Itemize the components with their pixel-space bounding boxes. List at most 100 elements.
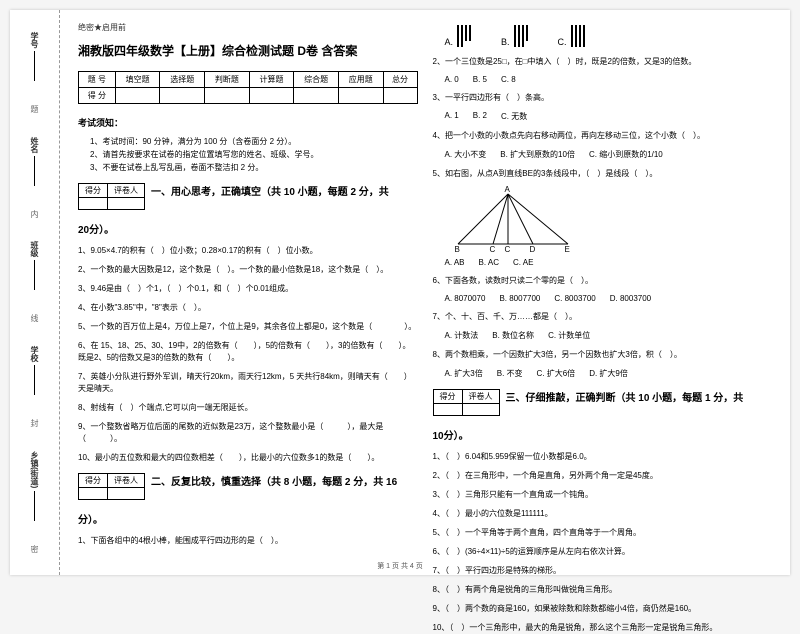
s1q4: 4、在小数"3.85"中，"8"表示（ ）。 [78,302,418,314]
s2q6-opts: A. 8070070 B. 8007700 C. 8003700 D. 8003… [445,294,773,303]
notice-2: 2、请首先按要求在试卷的指定位置填写您的姓名、班级、学号。 [90,149,418,160]
s3q9: 9、（ ）两个数的商是160，如果被除数和除数都缩小4倍，商仍然是160。 [433,603,773,615]
tri-A: A [505,185,510,194]
mk3a: 得分 [433,390,462,404]
s2q5: 5、如右图，从点A到直线BE的3条线段中，（ ）是线段（ ）。 [433,168,773,180]
score-table: 题 号 填空题 选择题 判断题 计算题 综合题 应用题 总分 得 分 [78,71,418,104]
mark-table-1: 得分评卷人 [78,183,145,210]
s3q4: 4、（ ）最小的六位数是111111。 [433,508,773,520]
q3c: C. 无数 [501,111,527,122]
notice-1: 1、考试时间：90 分钟，满分为 100 分（含卷面分 2 分）。 [90,136,418,147]
q6d: D. 8003700 [610,294,651,303]
notice-3: 3、不要在试卷上乱写乱画，卷面不整洁扣 2 分。 [90,162,418,173]
field-student-id: 学号 [29,32,40,81]
q6c: C. 8003700 [554,294,595,303]
field-school: 学校 [29,346,40,395]
lbl-name: 姓名 [29,137,40,153]
s1q1: 1、9.05×4.7的积有（ ）位小数；0.28×0.17的积有（ ）位小数。 [78,245,418,257]
shape-C [571,25,585,47]
s2q8-opts: A. 扩大3倍 B. 不变 C. 扩大6倍 D. 扩大9倍 [445,368,773,379]
mk2b: 评卷人 [108,474,145,488]
mark-nei: 内 [29,210,40,218]
th-4: 计算题 [249,72,294,88]
th-2: 选择题 [160,72,205,88]
q5b: B. AC [479,258,499,267]
q3b: B. 2 [473,111,487,122]
field-town: 乡镇(街道) [29,451,40,521]
s3q5: 5、（ ）一个平角等于两个直角，四个直角等于一个周角。 [433,527,773,539]
q4c: C. 缩小到原数的1/10 [589,149,663,160]
th-0: 题 号 [79,72,116,88]
q2a: A. 0 [445,75,459,84]
sec1-title: 一、用心思考，正确填空（共 10 小题，每题 2 分，共 [151,183,389,198]
sec2-title: 二、反复比较，慎重选择（共 8 小题，每题 2 分，共 16 [151,473,397,488]
sec2-title2: 分）。 [78,511,418,526]
q8b: B. 不变 [497,368,523,379]
th-6: 应用题 [338,72,383,88]
s2q4: 4、把一个小数的小数点先向右移动两位，再向左移动三位，这个小数（ ）。 [433,130,773,142]
optC-lbl: C. [558,37,567,47]
option-shapes: A. B. C. [445,25,773,47]
exam-title: 湘教版四年级数学【上册】综合检测试题 D卷 含答案 [78,42,418,59]
mk2a: 得分 [79,474,108,488]
s2q1: 1、下面各组中的4根小棒，能围成平行四边形的是（ ）。 [78,535,418,547]
q2b: B. 5 [473,75,487,84]
notice-list: 1、考试时间：90 分钟，满分为 100 分（含卷面分 2 分）。 2、请首先按… [78,134,418,175]
q4b: B. 扩大到原数的10倍 [500,149,575,160]
s2q5-opts: A. AB B. AC C. AE [445,258,773,267]
s3q8: 8、（ ）有两个角是锐角的三角形叫做锐角三角形。 [433,584,773,596]
q7b: B. 数位名称 [492,330,534,341]
s3q3: 3、（ ）三角形只能有一个直角或一个钝角。 [433,489,773,501]
s3q2: 2、（ ）在三角形中，一个角是直角，另外两个角一定是45度。 [433,470,773,482]
q7c: C. 计数单位 [548,330,590,341]
lbl-id: 学号 [29,32,40,48]
mark-xian: 线 [29,314,40,322]
left-column: 绝密★启用前 湘教版四年级数学【上册】综合检测试题 D卷 含答案 题 号 填空题… [78,22,418,563]
field-class: 班级 [29,241,40,290]
s3q1: 1、（ ）6.04和5.959保留一位小数都是6.0。 [433,451,773,463]
s2q7-opts: A. 计数法 B. 数位名称 C. 计数单位 [445,330,773,341]
sec3-title2: 10分）。 [433,427,773,442]
s2q7: 7、个、十、百、千、万……都是（ ）。 [433,311,773,323]
field-name: 姓名 [29,137,40,186]
secret-label: 绝密★启用前 [78,22,418,33]
triangle-diagram: A B C C D E [453,189,773,249]
mark-mi: 密 [29,545,40,553]
tri-C: C [505,245,511,254]
th-5: 综合题 [294,72,339,88]
right-column: A. B. C. 2、一个三位数是25□，在□中填入（ ）时，既是2的倍数，又是… [433,22,773,563]
s1q2: 2、一个数的最大因数是12，这个数是（ ）。一个数的最小倍数是18，这个数是（ … [78,264,418,276]
optA-lbl: A. [445,37,454,47]
q8c: C. 扩大6倍 [537,368,576,379]
lbl-town: 乡镇(街道) [29,451,40,488]
mark-feng: 封 [29,419,40,427]
tri-DC: C [490,245,496,254]
s3q6: 6、（ ）(36÷4×11)÷5的运算顺序是从左向右依次计算。 [433,546,773,558]
s1q10: 10、最小的五位数和最大的四位数相差（ ），比最小的六位数多1的数是（ ）。 [78,452,418,464]
optB-lbl: B. [501,37,510,47]
mark-ti: 题 [29,105,40,113]
lbl-school: 学校 [29,346,40,362]
s2q8: 8、两个数相乘，一个因数扩大3倍，另一个因数也扩大3倍，积（ ）。 [433,349,773,361]
lbl-class: 班级 [29,241,40,257]
q2c: C. 8 [501,75,516,84]
sec1-title2: 20分）。 [78,221,418,236]
th-7: 总分 [383,72,417,88]
tri-E: E [565,245,570,254]
th-1: 填空题 [115,72,160,88]
q7a: A. 计数法 [445,330,479,341]
q5a: A. AB [445,258,465,267]
s1q8: 8、射线有（ ）个端点,它可以向一端无限延长。 [78,402,418,414]
s2q4-opts: A. 大小不变 B. 扩大到原数的10倍 C. 缩小到原数的1/10 [445,149,773,160]
s2q3: 3、一平行四边形有（ ）条高。 [433,92,773,104]
tri-F: D [530,245,536,254]
binding-margin: 学号 题 姓名 内 班级 线 学校 封 乡镇(街道) 密 [10,10,60,575]
q3a: A. 1 [445,111,459,122]
s1q7: 7、英雄小分队进行野外军训，晴天行20km，雨天行12km，5 天共行84km，… [78,371,418,395]
mark-table-2: 得分评卷人 [78,473,145,500]
notice-title: 考试须知： [78,116,418,129]
mk1b: 评卷人 [108,184,145,198]
mk1a: 得分 [79,184,108,198]
s1q9: 9、一个整数省略万位后面的尾数的近似数是23万，这个整数最小是（ ），最大是（ … [78,421,418,445]
q6b: B. 8007700 [499,294,540,303]
